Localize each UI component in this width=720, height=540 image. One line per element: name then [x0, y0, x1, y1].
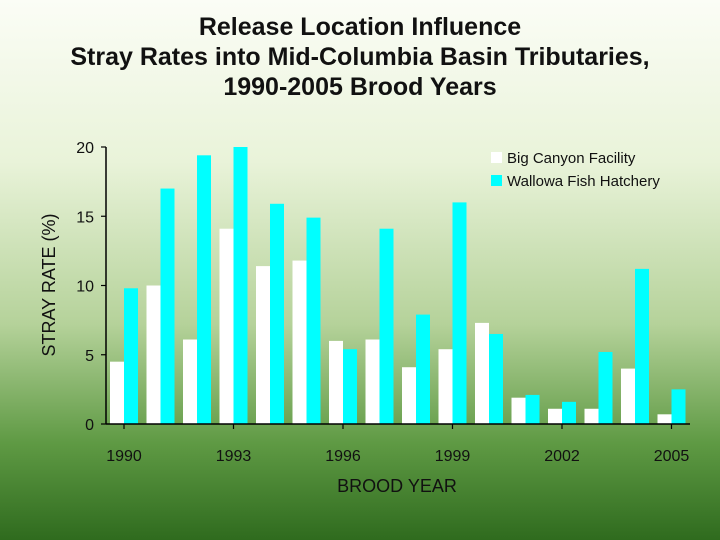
bars-group: [110, 147, 686, 424]
bar-wallowa-1994: [270, 203, 284, 424]
bar-big-canyon-1994: [256, 266, 270, 424]
x-tick-label-1996: 1996: [325, 448, 361, 465]
legend-label-big-canyon: Big Canyon Facility: [507, 150, 636, 167]
legend: Big Canyon Facility Wallowa Fish Hatchery: [491, 150, 660, 190]
bar-wallowa-1993: [233, 147, 248, 424]
axes-group: 0 5 10 15 20 1990 1993 1996 1999 2002 2005: [76, 140, 690, 465]
bar-big-canyon-1990: [110, 361, 124, 424]
bar-wallowa-2000: [489, 333, 503, 424]
bar-big-canyon-1998: [402, 367, 416, 424]
bar-wallowa-1991: [160, 188, 175, 424]
y-tick-label: 0: [85, 417, 94, 434]
bar-big-canyon-1993: [219, 228, 234, 424]
bar-big-canyon-2000: [475, 322, 489, 424]
x-axis-title: BROOD YEAR: [337, 476, 457, 496]
bar-wallowa-2003: [598, 351, 613, 424]
bar-big-canyon-1999: [438, 349, 453, 424]
bar-big-canyon-1996: [329, 340, 343, 424]
bar-wallowa-1992: [197, 155, 211, 424]
bar-big-canyon-1991: [146, 285, 161, 424]
chart-title-line-1: Release Location Influence: [198, 13, 522, 41]
y-tick-label: 20: [76, 140, 94, 157]
bar-wallowa-1990: [124, 288, 138, 424]
bar-wallowa-1997: [379, 228, 394, 424]
bar-wallowa-2005: [671, 389, 686, 424]
chart-title-line-2: Stray Rates into Mid-Columbia Basin Trib…: [70, 43, 650, 71]
chart-title: Release Location Influence Stray Rates i…: [0, 12, 720, 102]
bar-big-canyon-1992: [183, 339, 197, 424]
bar-wallowa-2002: [562, 401, 576, 424]
chart-title-line-3: 1990-2005 Brood Years: [223, 73, 497, 101]
bar-wallowa-2001: [525, 394, 540, 424]
y-tick-label: 15: [76, 209, 94, 226]
legend-swatch-big-canyon: [491, 152, 502, 163]
y-tick-label: 5: [85, 348, 94, 365]
x-tick-label-2005: 2005: [654, 448, 690, 465]
bar-wallowa-1995: [306, 217, 321, 424]
bar-big-canyon-2005: [657, 414, 672, 424]
x-tick-label-1999: 1999: [435, 448, 471, 465]
x-tick-label-1990: 1990: [106, 448, 142, 465]
bar-wallowa-2004: [635, 268, 649, 424]
bar-big-canyon-2001: [511, 397, 526, 424]
bar-wallowa-1999: [452, 202, 467, 424]
bar-wallowa-1996: [343, 349, 357, 424]
y-tick-label: 10: [76, 279, 94, 296]
bar-big-canyon-2002: [548, 408, 562, 424]
x-tick-label-2002: 2002: [544, 448, 580, 465]
bar-big-canyon-2003: [584, 408, 599, 424]
bar-big-canyon-1997: [365, 339, 380, 424]
bar-big-canyon-2004: [621, 368, 635, 424]
bar-wallowa-1998: [416, 314, 430, 424]
bar-big-canyon-1995: [292, 260, 307, 424]
legend-label-wallowa: Wallowa Fish Hatchery: [507, 173, 660, 190]
legend-swatch-wallowa: [491, 175, 502, 186]
y-axis-title: STRAY RATE (%): [39, 213, 59, 356]
x-tick-label-1993: 1993: [216, 448, 252, 465]
